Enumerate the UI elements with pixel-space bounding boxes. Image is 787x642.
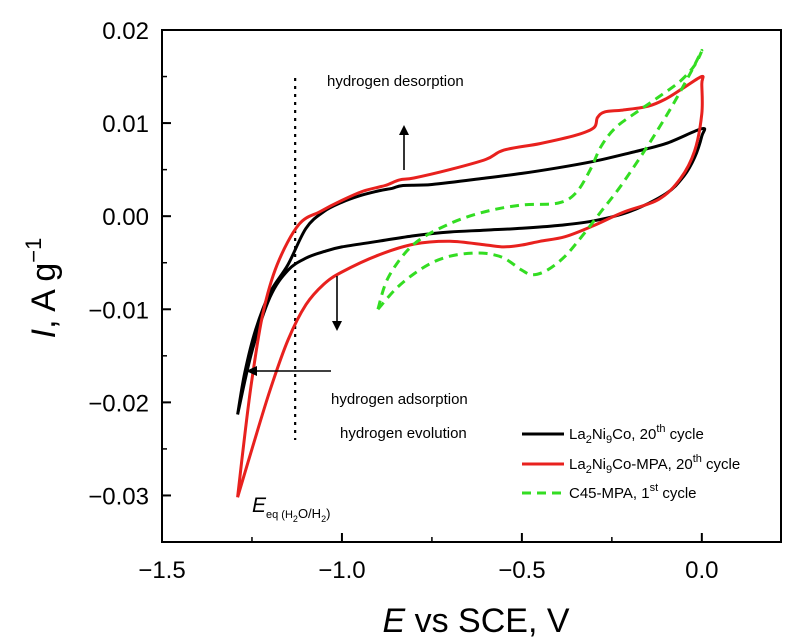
annotation-desorption: hydrogen desorption xyxy=(327,73,464,90)
arrow-adsorption-icon xyxy=(332,276,342,331)
x-tick-label: −0.5 xyxy=(498,557,545,584)
y-tick-label: 0.02 xyxy=(102,18,149,45)
legend-item: La2Ni9Co-MPA, 20th cycle xyxy=(522,453,740,476)
legend-item: La2Ni9Co, 20th cycle xyxy=(522,423,704,446)
eq-potential-label: Eeq (H2O/H2) xyxy=(252,494,330,524)
x-tick-label: −1.0 xyxy=(318,557,365,584)
svg-text:La2Ni9Co, 20th cycle: La2Ni9Co, 20th cycle xyxy=(569,423,704,446)
axis-tick-labels: −1.5 −1.0 −0.5 0.0 0.02 0.01 0.00 −0.01 −0.02 −0.… xyxy=(88,18,718,584)
annotation-adsorption: hydrogen adsorption xyxy=(331,391,468,408)
y-tick-label: 0.00 xyxy=(102,204,149,231)
legend-item: C45-MPA, 1st cycle xyxy=(522,482,697,502)
y-axis-title: I, A g−1 xyxy=(21,238,63,339)
legend: La2Ni9Co, 20th cycle La2Ni9Co-MPA, 20th … xyxy=(522,423,740,502)
y-tick-label: −0.02 xyxy=(88,390,149,417)
annotation-evolution: hydrogen evolution xyxy=(340,425,467,442)
eq-label-main: E xyxy=(252,494,267,517)
y-tick-label: 0.01 xyxy=(102,111,149,138)
series-line-2 xyxy=(376,48,704,311)
axis-ticks xyxy=(161,29,703,543)
x-axis-title: E vs SCE, V xyxy=(382,602,569,640)
y-tick-label: −0.03 xyxy=(88,483,149,510)
plot-frame xyxy=(161,29,782,543)
series-layer xyxy=(236,48,707,498)
y-tick-label: −0.01 xyxy=(88,297,149,324)
x-tick-label: 0.0 xyxy=(685,557,718,584)
svg-text:C45-MPA, 1st cycle: C45-MPA, 1st cycle xyxy=(569,482,697,502)
x-tick-label: −1.5 xyxy=(138,557,185,584)
svg-text:La2Ni9Co-MPA, 20th cycle: La2Ni9Co-MPA, 20th cycle xyxy=(569,453,740,476)
arrow-desorption-icon xyxy=(399,125,409,170)
arrow-evolution-icon xyxy=(246,366,331,376)
